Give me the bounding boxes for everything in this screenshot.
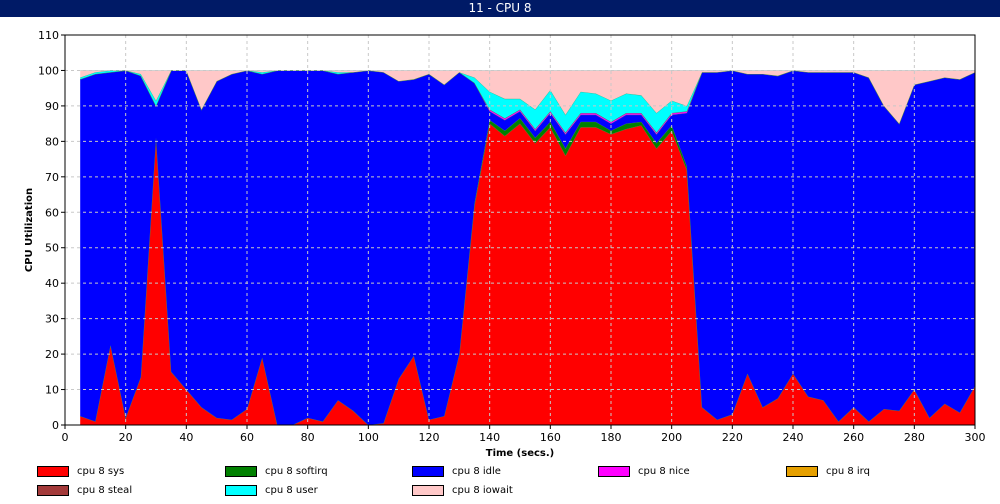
window-title: 11 - CPU 8 bbox=[468, 1, 532, 15]
legend-label: cpu 8 idle bbox=[452, 465, 501, 477]
legend-label: cpu 8 iowait bbox=[452, 484, 513, 496]
legend-swatch bbox=[225, 484, 257, 496]
x-tick-label: 240 bbox=[783, 431, 804, 444]
legend-label: cpu 8 irq bbox=[826, 465, 870, 477]
legend-swatch bbox=[37, 465, 69, 477]
y-tick-label: 50 bbox=[45, 242, 59, 255]
y-tick-label: 30 bbox=[45, 313, 59, 326]
y-tick-label: 40 bbox=[45, 277, 59, 290]
x-axis-ticks: 0 20 40 60 80 100 120 140 160 180 200 220 240 260 280 3… bbox=[62, 425, 986, 444]
legend-label: cpu 8 sys bbox=[77, 465, 125, 477]
x-tick-label: 160 bbox=[540, 431, 561, 444]
x-tick-label: 120 bbox=[419, 431, 440, 444]
y-tick-label: 100 bbox=[38, 64, 59, 77]
legend-swatch bbox=[37, 484, 69, 496]
area-cpu-8-idle bbox=[80, 70, 975, 425]
legend-swatch bbox=[598, 465, 630, 477]
area-cpu-8-sys bbox=[80, 123, 975, 425]
y-axis-ticks: 0 10 20 30 40 50 60 70 80 90 100 110 bbox=[38, 29, 65, 432]
y-tick-label: 20 bbox=[45, 348, 59, 361]
legend-item-cpu-8-nice: cpu 8 nice bbox=[598, 462, 690, 480]
x-tick-label: 40 bbox=[179, 431, 193, 444]
plot-frame bbox=[64, 34, 976, 426]
x-tick-label: 280 bbox=[904, 431, 925, 444]
x-tick-label: 140 bbox=[479, 431, 500, 444]
chart-legend: cpu 8 sys cpu 8 softirq cpu 8 idle cpu 8 ni… bbox=[0, 462, 1000, 504]
x-tick-label: 220 bbox=[722, 431, 743, 444]
x-tick-label: 80 bbox=[301, 431, 315, 444]
y-tick-label: 10 bbox=[45, 384, 59, 397]
x-tick-label: 60 bbox=[240, 431, 254, 444]
legend-item-cpu-8-steal: cpu 8 steal bbox=[37, 481, 132, 499]
x-tick-label: 300 bbox=[965, 431, 986, 444]
legend-swatch bbox=[412, 465, 444, 477]
cpu-utilization-chart: 0 20 40 60 80 100 120 140 160 180 200 220 240 260 280 3… bbox=[24, 29, 986, 459]
y-tick-label: 0 bbox=[52, 419, 59, 432]
legend-item-cpu-8-softirq: cpu 8 softirq bbox=[225, 462, 328, 480]
y-axis-label: CPU Utilization bbox=[24, 188, 35, 272]
window-title-bar: 11 - CPU 8 bbox=[0, 0, 1000, 17]
stacked-areas bbox=[80, 70, 976, 426]
legend-item-cpu-8-sys: cpu 8 sys bbox=[37, 462, 124, 480]
y-tick-label: 110 bbox=[38, 29, 59, 42]
y-tick-label: 90 bbox=[45, 100, 59, 113]
y-tick-label: 80 bbox=[45, 135, 59, 148]
x-tick-label: 180 bbox=[601, 431, 622, 444]
legend-label: cpu 8 nice bbox=[638, 465, 690, 477]
legend-swatch bbox=[225, 465, 257, 477]
x-tick-label: 20 bbox=[119, 431, 133, 444]
x-tick-label: 260 bbox=[843, 431, 864, 444]
area-cpu-8-iowait bbox=[80, 70, 975, 124]
legend-swatch bbox=[412, 484, 444, 496]
legend-label: cpu 8 softirq bbox=[265, 465, 328, 477]
legend-item-cpu-8-irq: cpu 8 irq bbox=[786, 462, 870, 480]
x-tick-label: 200 bbox=[661, 431, 682, 444]
x-tick-label: 100 bbox=[358, 431, 379, 444]
legend-label: cpu 8 user bbox=[265, 484, 318, 496]
legend-item-cpu-8-idle: cpu 8 idle bbox=[412, 462, 501, 480]
grid-lines bbox=[65, 35, 975, 425]
legend-label: cpu 8 steal bbox=[77, 484, 133, 496]
legend-swatch bbox=[786, 465, 818, 477]
y-tick-label: 70 bbox=[45, 171, 59, 184]
legend-item-cpu-8-user: cpu 8 user bbox=[225, 481, 318, 499]
x-axis-label: Time (secs.) bbox=[486, 448, 555, 459]
legend-item-cpu-8-iowait: cpu 8 iowait bbox=[412, 481, 513, 499]
x-tick-label: 0 bbox=[62, 431, 69, 444]
y-tick-label: 60 bbox=[45, 206, 59, 219]
